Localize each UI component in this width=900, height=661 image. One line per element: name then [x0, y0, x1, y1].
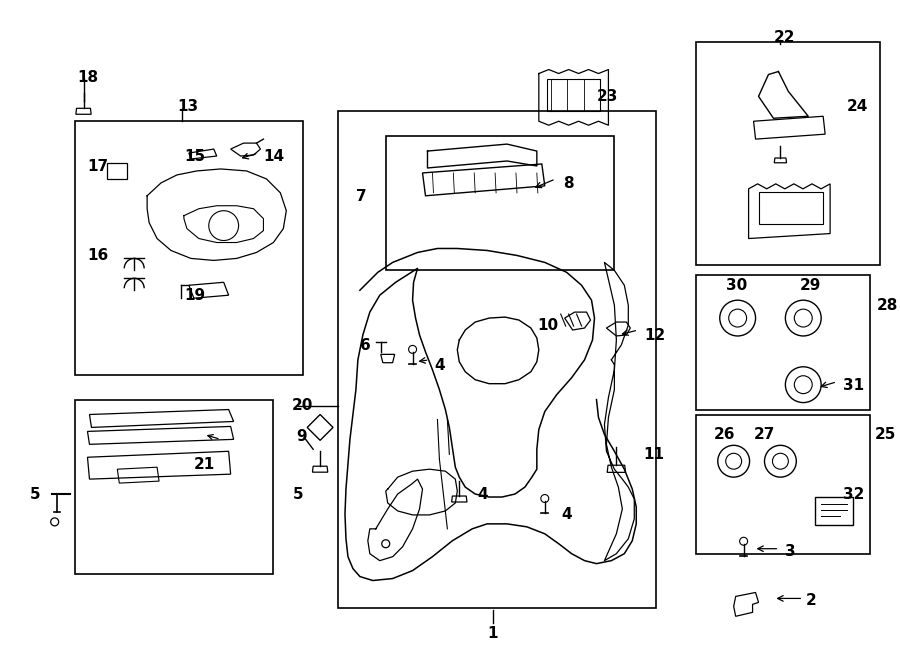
Text: 5: 5: [30, 487, 40, 502]
Bar: [696, 42, 880, 265]
Text: 16: 16: [87, 249, 109, 264]
Text: 4: 4: [477, 487, 488, 502]
Text: 21: 21: [194, 457, 215, 472]
Bar: [75, 121, 303, 375]
Text: 32: 32: [843, 487, 864, 502]
Text: 6: 6: [360, 338, 371, 353]
Text: 3: 3: [786, 544, 796, 559]
Bar: [75, 400, 274, 574]
Text: 20: 20: [292, 398, 312, 412]
Text: 14: 14: [264, 149, 284, 164]
Bar: [759, 192, 824, 223]
Text: 4: 4: [435, 358, 446, 373]
Text: 22: 22: [773, 30, 795, 45]
Text: 5: 5: [293, 487, 304, 502]
Text: 12: 12: [644, 328, 665, 343]
Text: 19: 19: [184, 288, 205, 303]
Text: 29: 29: [799, 278, 821, 293]
Text: 25: 25: [875, 428, 896, 442]
Text: 4: 4: [562, 507, 572, 522]
Bar: [386, 136, 615, 270]
Bar: [815, 497, 853, 525]
Text: 11: 11: [644, 447, 664, 462]
Bar: [696, 276, 870, 410]
Text: 28: 28: [877, 298, 898, 313]
Text: 9: 9: [296, 430, 307, 444]
Text: 23: 23: [597, 89, 618, 104]
Text: 18: 18: [77, 69, 99, 85]
Bar: [338, 111, 656, 608]
Text: 26: 26: [714, 428, 735, 442]
Text: 7: 7: [356, 189, 366, 204]
Text: 31: 31: [843, 377, 864, 393]
Text: 13: 13: [177, 99, 198, 114]
Text: 2: 2: [806, 594, 816, 609]
Bar: [547, 79, 600, 111]
Text: 30: 30: [725, 278, 747, 293]
Bar: [696, 414, 870, 554]
Text: 24: 24: [847, 99, 868, 114]
Text: 17: 17: [87, 159, 109, 174]
Text: 27: 27: [753, 428, 775, 442]
Text: 15: 15: [184, 149, 205, 164]
Text: 10: 10: [536, 318, 558, 333]
Text: 8: 8: [562, 176, 573, 191]
Text: 1: 1: [487, 626, 498, 641]
